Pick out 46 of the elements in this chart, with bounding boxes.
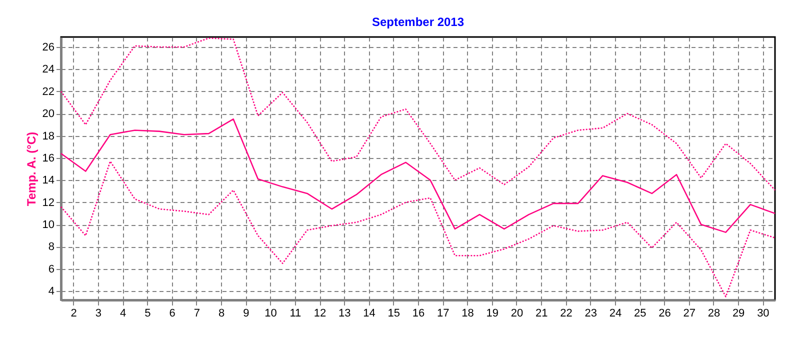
x-tick-label: 20 xyxy=(510,308,524,320)
x-tick-label: 23 xyxy=(584,308,597,320)
x-tick-label: 25 xyxy=(634,308,646,320)
x-tick-label: 30 xyxy=(757,308,770,320)
x-tick-label: 15 xyxy=(388,308,400,320)
x-tick-label: 24 xyxy=(609,308,622,320)
y-tick-label: 18 xyxy=(42,130,54,142)
x-tick-label: 29 xyxy=(732,308,745,320)
x-tick-label: 9 xyxy=(243,308,250,320)
x-tick-label: 14 xyxy=(363,308,376,320)
line-series xyxy=(60,160,776,298)
line-series xyxy=(60,37,776,191)
y-tick-label: 4 xyxy=(48,286,54,298)
x-tick-label: 2 xyxy=(70,308,77,320)
y-tick-label: 10 xyxy=(42,219,54,232)
x-tick-label: 11 xyxy=(290,308,302,320)
x-tick-label: 19 xyxy=(486,308,498,320)
x-tick-label: 17 xyxy=(436,308,450,320)
x-tick-label: 18 xyxy=(462,308,474,320)
y-tick-label: 14 xyxy=(42,174,54,187)
y-tick-label: 26 xyxy=(42,41,54,54)
x-tick-label: 27 xyxy=(683,308,696,320)
x-tick-label: 5 xyxy=(144,308,151,320)
x-tick-label: 10 xyxy=(264,308,277,320)
x-tick-label: 4 xyxy=(120,308,126,320)
y-tick-label: 12 xyxy=(42,196,54,209)
x-tick-label: 12 xyxy=(314,308,326,320)
x-tick-label: 13 xyxy=(338,308,351,320)
x-tick-label: 28 xyxy=(708,308,720,320)
x-tick-label: 3 xyxy=(95,308,102,320)
y-tick-label: 22 xyxy=(42,86,54,98)
y-tick-label: 24 xyxy=(42,64,54,76)
y-tick-label: 16 xyxy=(42,152,54,164)
x-tick-label: 22 xyxy=(560,308,572,320)
x-tick-label: 8 xyxy=(218,308,225,320)
x-tick-label: 16 xyxy=(412,308,425,320)
y-axis-title: Temp. A. (°C) xyxy=(24,132,38,206)
x-tick-label: 6 xyxy=(169,308,176,320)
x-tick-label: 26 xyxy=(658,308,671,320)
y-tick-label: 8 xyxy=(48,241,54,254)
line-series xyxy=(60,118,776,233)
y-tick-label: 6 xyxy=(48,263,54,276)
chart-title: September 2013 xyxy=(372,15,464,29)
x-tick-label: 21 xyxy=(535,308,548,320)
y-tick-label: 20 xyxy=(42,108,54,120)
x-tick-label: 7 xyxy=(194,308,200,320)
